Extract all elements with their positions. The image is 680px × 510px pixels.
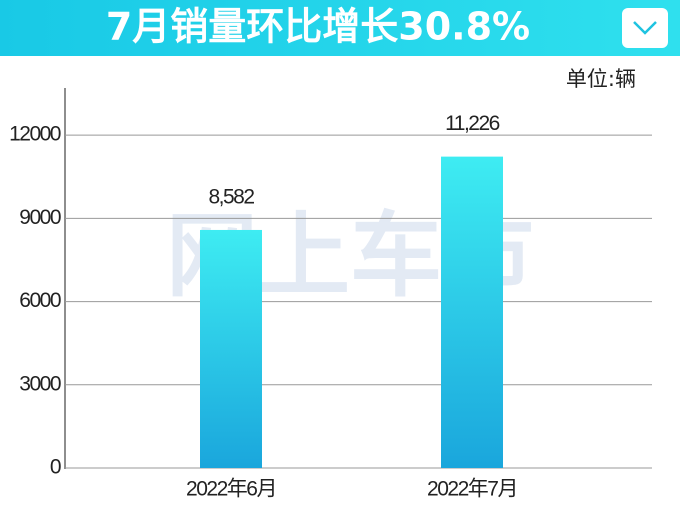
value-label: 11,226	[445, 112, 499, 135]
y-tick-label: 6000	[19, 289, 61, 312]
unit-label: 单位:辆	[566, 67, 636, 91]
bar	[441, 156, 503, 469]
dropdown-icon	[633, 21, 657, 35]
y-tick-label: 9000	[19, 206, 61, 229]
dropdown-button[interactable]	[622, 8, 668, 48]
bar	[200, 229, 262, 468]
y-tick-label: 3000	[19, 372, 61, 395]
y-tick-label: 0	[50, 456, 61, 479]
y-tick-label: 12000	[9, 123, 61, 146]
x-tick-label: 2022年6月	[186, 478, 276, 501]
value-label: 8,582	[208, 186, 254, 209]
title-banner	[0, 0, 680, 56]
chart-title: 7月销量环比增长30.8%	[106, 5, 530, 49]
x-tick-label: 2022年7月	[427, 478, 517, 501]
